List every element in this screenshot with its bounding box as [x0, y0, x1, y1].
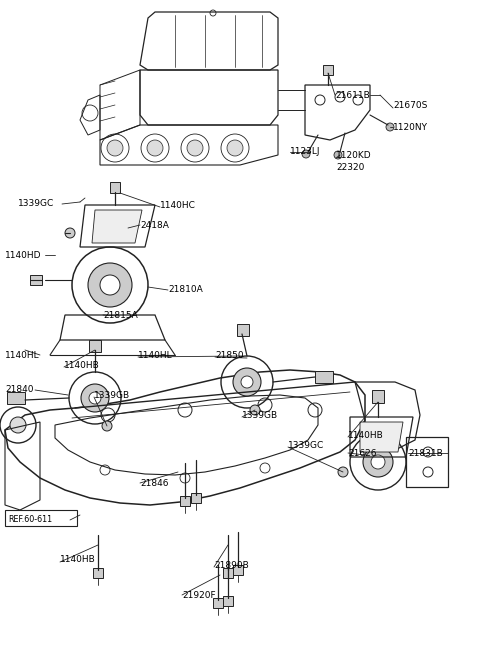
Circle shape	[363, 447, 393, 477]
Bar	[110, 182, 120, 193]
Circle shape	[102, 421, 112, 431]
Text: 1140HL: 1140HL	[138, 350, 173, 359]
Bar	[372, 390, 384, 403]
Bar	[223, 568, 233, 578]
Circle shape	[386, 123, 394, 131]
Bar	[5, 510, 77, 526]
Text: 1339GB: 1339GB	[94, 390, 130, 400]
Circle shape	[107, 140, 123, 156]
Bar	[315, 371, 333, 383]
Circle shape	[241, 376, 253, 388]
Bar	[93, 568, 103, 578]
Circle shape	[302, 150, 310, 158]
Circle shape	[81, 384, 109, 412]
Text: 21611B: 21611B	[335, 91, 370, 100]
Text: 1123LJ: 1123LJ	[290, 148, 321, 157]
Bar	[233, 565, 243, 575]
Text: 21831B: 21831B	[408, 449, 443, 457]
Bar	[89, 340, 101, 352]
Bar	[30, 275, 42, 285]
Bar	[180, 496, 190, 506]
Text: 1140HD: 1140HD	[5, 251, 41, 260]
Text: 21815A: 21815A	[103, 310, 138, 319]
Text: 1120NY: 1120NY	[393, 123, 428, 131]
Text: 22320: 22320	[336, 163, 364, 171]
Polygon shape	[360, 422, 403, 452]
Circle shape	[338, 467, 348, 477]
Text: 21850: 21850	[215, 350, 244, 359]
Circle shape	[65, 228, 75, 238]
Circle shape	[88, 263, 132, 307]
Circle shape	[100, 275, 120, 295]
Bar	[191, 493, 201, 503]
Bar	[7, 392, 25, 404]
Text: 21920F: 21920F	[182, 590, 216, 600]
Bar	[323, 65, 333, 75]
Text: 1140HB: 1140HB	[64, 361, 100, 369]
Text: 1140HC: 1140HC	[160, 201, 196, 209]
Text: 21810A: 21810A	[168, 285, 203, 295]
Circle shape	[334, 151, 342, 159]
Bar	[237, 324, 249, 336]
Text: 1140HB: 1140HB	[348, 430, 384, 440]
Text: 1339GC: 1339GC	[288, 440, 324, 449]
Text: 21840: 21840	[5, 386, 34, 394]
Text: 1140HB: 1140HB	[60, 556, 96, 565]
Bar	[213, 598, 223, 608]
Circle shape	[89, 392, 101, 404]
Circle shape	[147, 140, 163, 156]
Circle shape	[10, 417, 26, 433]
Circle shape	[187, 140, 203, 156]
Text: 1339GB: 1339GB	[242, 411, 278, 419]
Circle shape	[371, 455, 385, 469]
Text: 1140HL: 1140HL	[5, 350, 40, 359]
Text: 1339GC: 1339GC	[18, 199, 54, 209]
Bar	[223, 596, 233, 606]
Circle shape	[227, 140, 243, 156]
Circle shape	[233, 368, 261, 396]
Text: 21846: 21846	[140, 478, 168, 487]
Text: 21670S: 21670S	[393, 100, 427, 110]
Text: 21890B: 21890B	[214, 560, 249, 569]
Text: REF.60-611: REF.60-611	[8, 516, 52, 525]
Text: 21626: 21626	[348, 449, 376, 457]
Text: 2418A: 2418A	[140, 220, 169, 230]
Polygon shape	[92, 210, 142, 243]
Circle shape	[250, 405, 260, 415]
Text: 1120KD: 1120KD	[336, 150, 372, 159]
